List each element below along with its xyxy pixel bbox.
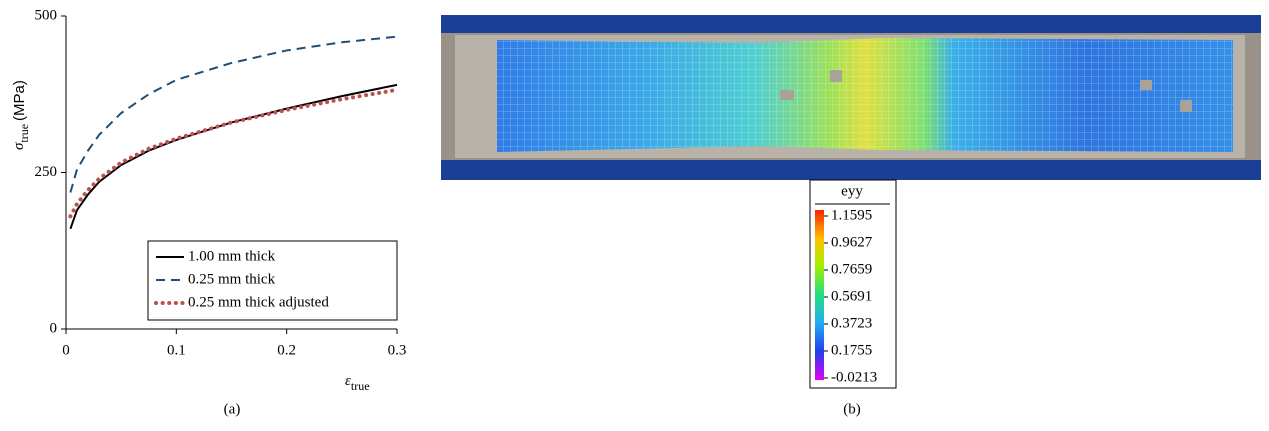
colorbar-tick-label: 0.5691 <box>831 288 872 304</box>
panel-label: (b) <box>843 401 861 417</box>
panel-label: (a) <box>224 401 241 417</box>
x-tick-label: 0.3 <box>388 342 407 358</box>
x-tick-label: 0.2 <box>277 342 296 358</box>
y-tick-label: 500 <box>35 7 58 23</box>
y-axis-label-unit: (MPa) <box>11 80 28 121</box>
colorbar-tick-label: 0.3723 <box>831 315 872 331</box>
specimen-image <box>441 15 1261 180</box>
colorbar-tick-label: -0.0213 <box>831 369 877 385</box>
y-axis-label-subscript: true <box>17 124 31 143</box>
legend-label: 0.25 mm thick adjusted <box>188 294 329 310</box>
y-axis-label: σtrue(MPa) <box>11 80 31 150</box>
series-line <box>70 85 397 229</box>
x-axis-label: εtrue <box>345 373 370 392</box>
colorbar-tick-label: 0.1755 <box>831 342 872 358</box>
colorbar-tick-label: 1.1595 <box>831 207 872 223</box>
legend-label: 1.00 mm thick <box>188 248 276 264</box>
x-tick-label: 0.1 <box>167 342 186 358</box>
series-line <box>70 90 397 216</box>
x-tick-label: 0 <box>62 342 70 358</box>
x-axis-label-subscript: true <box>351 379 370 393</box>
colorbar-tick-label: 0.7659 <box>831 261 872 277</box>
colorbar-title: eyy <box>841 183 863 199</box>
y-tick-label: 0 <box>50 320 58 336</box>
figure: (a) (b) eyy 025050000.10.20.3εtrueσtrue(… <box>0 0 1269 431</box>
y-tick-label: 250 <box>35 164 58 180</box>
colorbar-tick-label: 0.9627 <box>831 234 873 250</box>
page: (a) (b) eyy 025050000.10.20.3εtrueσtrue(… <box>0 0 1269 431</box>
legend-label: 0.25 mm thick <box>188 271 276 287</box>
series-line <box>70 37 397 193</box>
